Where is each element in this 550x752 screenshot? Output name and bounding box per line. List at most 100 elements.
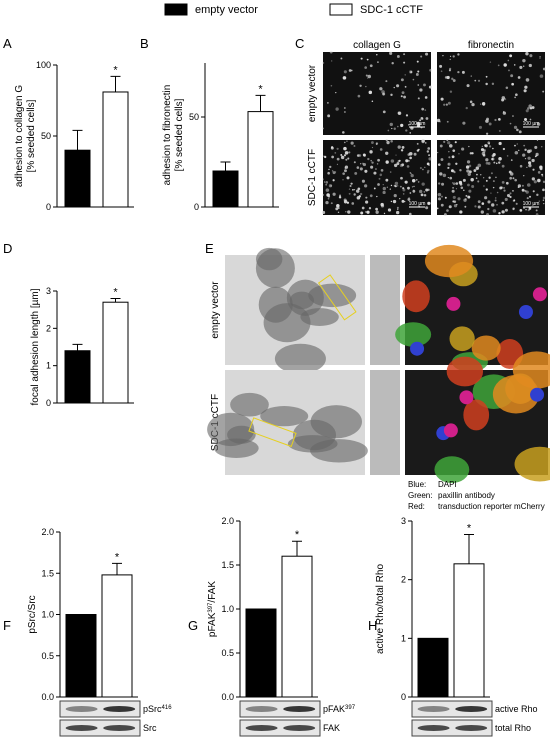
cell bbox=[443, 213, 447, 217]
cell bbox=[407, 186, 410, 190]
cell bbox=[470, 75, 472, 77]
cell bbox=[370, 159, 372, 162]
blot-label: total Rho bbox=[495, 723, 531, 733]
panel-label: G bbox=[188, 618, 198, 633]
cell bbox=[448, 150, 450, 153]
cell bbox=[386, 140, 390, 145]
cell bbox=[487, 162, 491, 165]
cell bbox=[447, 141, 451, 145]
cell bbox=[471, 152, 474, 155]
cell bbox=[327, 171, 330, 175]
cell bbox=[492, 180, 495, 183]
cell bbox=[376, 163, 379, 165]
cell bbox=[452, 149, 456, 152]
cell bbox=[536, 122, 541, 126]
cell bbox=[493, 161, 496, 164]
cell bbox=[437, 163, 441, 166]
cell bbox=[322, 127, 324, 130]
blot-label: pFAK397 bbox=[323, 704, 356, 714]
y-axis-label-sup: 397 bbox=[208, 602, 214, 613]
cell bbox=[397, 208, 399, 210]
cell bbox=[534, 145, 538, 149]
cell bbox=[458, 153, 460, 155]
nucleus bbox=[410, 341, 425, 356]
cell bbox=[426, 150, 430, 153]
cell bbox=[487, 207, 490, 211]
blot-band bbox=[245, 706, 278, 712]
cell bbox=[468, 145, 470, 148]
cell bbox=[260, 406, 309, 427]
cell bbox=[390, 200, 393, 203]
cell bbox=[514, 144, 516, 147]
y-tick-label: 0.0 bbox=[41, 692, 54, 702]
cell bbox=[475, 177, 478, 179]
cell bbox=[327, 197, 330, 200]
micrograph bbox=[437, 52, 545, 135]
legend-text: paxillin antibody bbox=[438, 491, 495, 500]
cell bbox=[542, 180, 546, 184]
cell bbox=[510, 159, 513, 161]
bar bbox=[453, 563, 485, 698]
cell bbox=[335, 107, 339, 111]
cell bbox=[359, 84, 362, 87]
bar bbox=[64, 350, 91, 404]
y-tick-label: 2 bbox=[46, 323, 51, 333]
cell bbox=[340, 155, 345, 160]
cell bbox=[531, 177, 535, 181]
cell bbox=[535, 209, 538, 212]
cell bbox=[543, 203, 545, 205]
cell bbox=[465, 194, 468, 197]
cell bbox=[416, 149, 420, 152]
cell bbox=[509, 176, 513, 180]
cell bbox=[405, 159, 409, 163]
cell bbox=[448, 144, 453, 148]
cell bbox=[423, 83, 426, 87]
cell bbox=[393, 163, 398, 168]
cell bbox=[466, 84, 470, 88]
cell bbox=[495, 176, 497, 179]
blot-label-main: active Rho bbox=[495, 704, 538, 714]
cell bbox=[468, 189, 472, 193]
cell bbox=[485, 119, 489, 123]
cell bbox=[396, 55, 400, 58]
cell bbox=[488, 142, 490, 145]
cell bbox=[391, 62, 394, 65]
cell bbox=[370, 165, 374, 169]
cell bbox=[524, 148, 527, 152]
y-axis-label: adhesion to fibronectin bbox=[162, 85, 173, 186]
cell bbox=[322, 61, 325, 65]
cell bbox=[327, 102, 329, 104]
cell bbox=[327, 114, 331, 118]
cell bbox=[373, 171, 377, 175]
cell bbox=[483, 177, 485, 179]
nucleus bbox=[532, 287, 547, 302]
cell bbox=[421, 182, 425, 186]
cell bbox=[428, 154, 430, 157]
cell bbox=[519, 209, 523, 212]
cell bbox=[382, 92, 386, 96]
cell bbox=[477, 180, 480, 183]
cell bbox=[481, 145, 483, 148]
cell bbox=[452, 170, 456, 173]
cell bbox=[466, 160, 471, 164]
cell bbox=[536, 193, 539, 197]
blot bbox=[239, 700, 321, 718]
cell bbox=[446, 209, 449, 212]
cell bbox=[367, 157, 370, 161]
cell bbox=[385, 160, 389, 164]
error-bar bbox=[72, 129, 83, 151]
cell bbox=[359, 167, 363, 171]
cell bbox=[330, 202, 333, 205]
blot-label-main: FAK bbox=[323, 723, 340, 733]
bar bbox=[247, 111, 274, 208]
cell bbox=[425, 117, 429, 120]
cell bbox=[484, 144, 488, 148]
cell bbox=[485, 82, 488, 86]
cell bbox=[346, 201, 350, 204]
cell bbox=[505, 181, 509, 185]
cell bbox=[542, 196, 546, 200]
blot bbox=[411, 719, 493, 737]
cell bbox=[478, 125, 483, 129]
blot-label: pSrc416 bbox=[143, 704, 172, 714]
cell bbox=[453, 200, 457, 203]
